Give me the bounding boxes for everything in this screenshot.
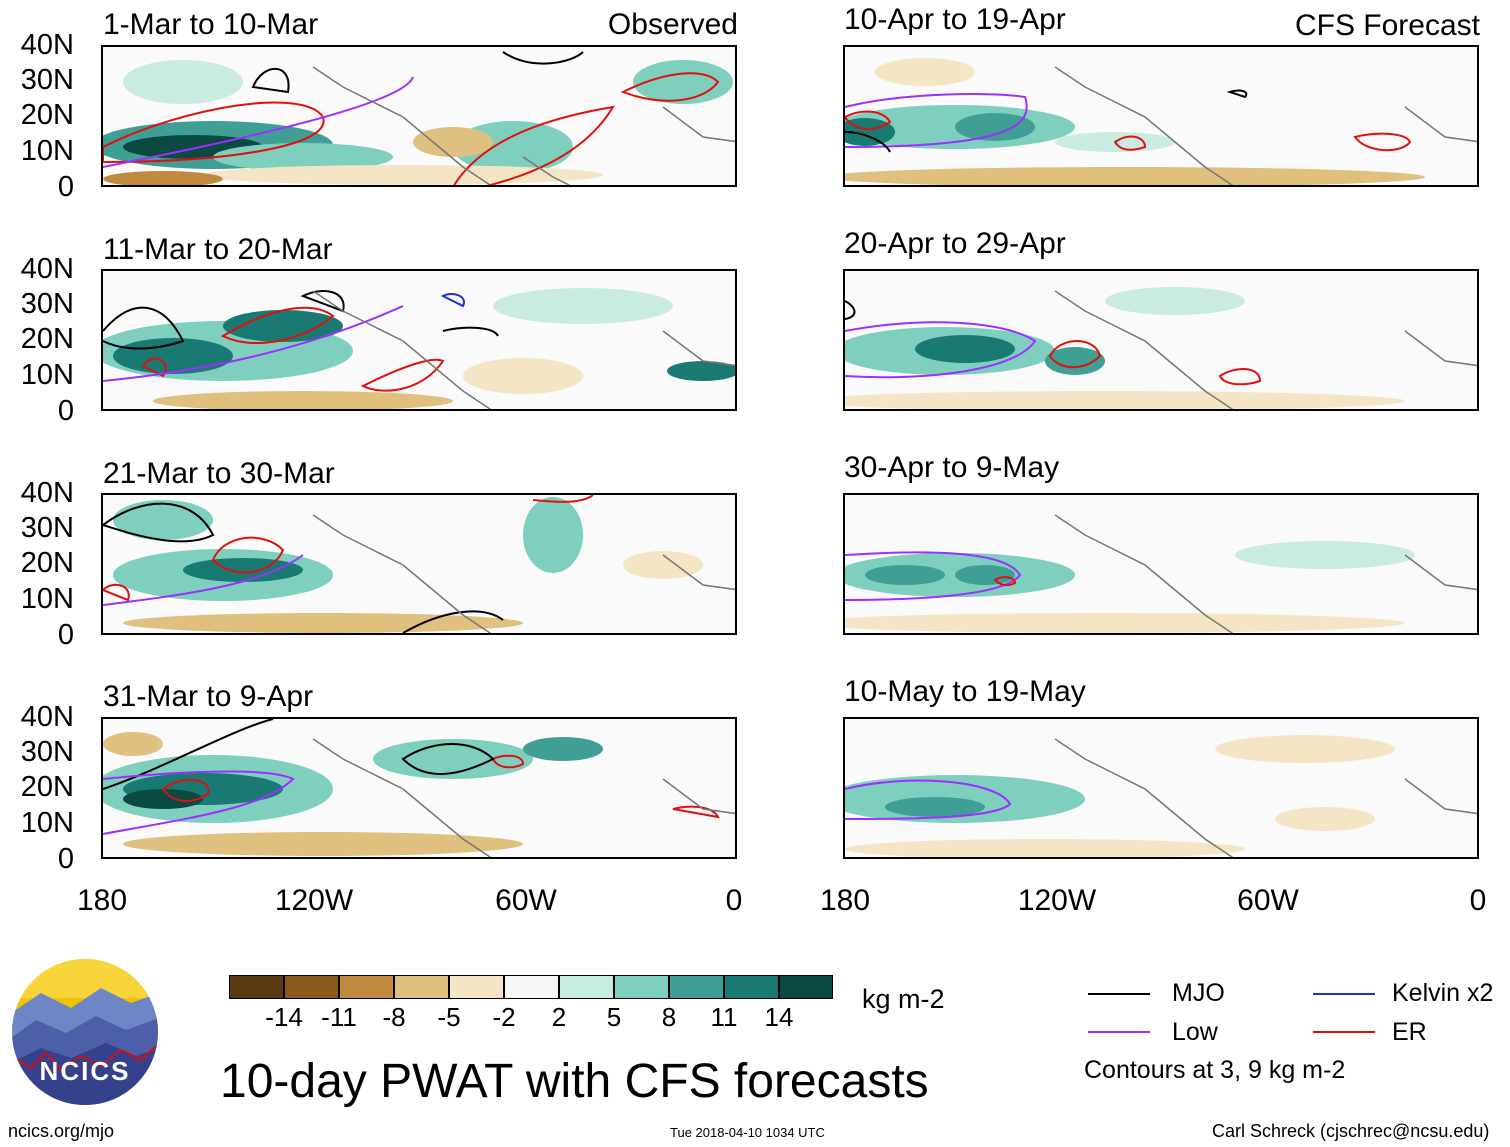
lat-label: 0	[57, 171, 74, 203]
legend-swatch-mjo	[1088, 993, 1150, 995]
lon-label: 180	[819, 884, 871, 917]
footer-center: Tue 2018-04-10 1034 UTC	[670, 1125, 825, 1140]
panel-title: 11-Mar to 20-Mar	[103, 233, 333, 266]
pwat-field	[103, 495, 735, 633]
panel-title: 31-Mar to 9-Apr	[103, 680, 314, 713]
lon-label: 180	[76, 884, 128, 917]
lon-label: 0	[1469, 884, 1487, 917]
map-panel	[843, 717, 1479, 859]
lon-label: 120W	[274, 884, 354, 917]
lat-label: 40N	[20, 29, 74, 61]
colorbar-swatch	[559, 975, 614, 999]
colorbar-swatch	[669, 975, 724, 999]
colorbar-tick: -14	[265, 1002, 303, 1032]
lat-label: 10N	[20, 807, 74, 839]
lat-label: 0	[57, 619, 74, 651]
legend-note: Contours at 3, 9 kg m-2	[1084, 1056, 1346, 1084]
lat-label: 20N	[20, 771, 74, 803]
colorbar-tick: -5	[437, 1002, 461, 1032]
lat-label: 20N	[20, 99, 74, 131]
colorbar-swatch	[339, 975, 394, 999]
colorbar-tick: -2	[492, 1002, 516, 1032]
footer-left: ncics.org/mjo	[8, 1121, 115, 1141]
lat-label: 10N	[20, 135, 74, 167]
lat-label: 40N	[20, 701, 74, 733]
lat-label: 30N	[20, 512, 74, 544]
panel-title: 21-Mar to 30-Mar	[103, 457, 335, 490]
ncics-logo: NCICS	[11, 958, 159, 1106]
lat-label: 30N	[20, 736, 74, 768]
lat-label: 10N	[20, 583, 74, 615]
panel-title: 10-May to 19-May	[844, 675, 1086, 708]
logo-text: NCICS	[40, 1056, 131, 1086]
figure-title: 10-day PWAT with CFS forecasts	[220, 1055, 929, 1108]
lat-label: 10N	[20, 359, 74, 391]
lon-label: 60W	[1237, 884, 1299, 917]
colorbar-tick: 2	[551, 1002, 567, 1032]
lon-label: 60W	[495, 884, 557, 917]
legend-label: MJO	[1172, 979, 1225, 1007]
map-panel	[101, 493, 737, 635]
lat-label: 0	[57, 843, 74, 875]
colorbar-tick: 14	[764, 1002, 794, 1032]
colorbar-swatch	[229, 975, 284, 999]
lat-label: 40N	[20, 477, 74, 509]
map-panel	[843, 493, 1479, 635]
lat-label: 20N	[20, 323, 74, 355]
legend-label: Low	[1172, 1018, 1218, 1046]
lat-label: 20N	[20, 547, 74, 579]
colorbar-swatch	[614, 975, 669, 999]
lon-label: 0	[725, 884, 743, 917]
colorbar-tick: -11	[321, 1002, 357, 1032]
colorbar-swatch	[284, 975, 339, 999]
legend-swatch-low	[1088, 1031, 1150, 1033]
colorbar-tick: 11	[710, 1002, 738, 1032]
colorbar-swatch	[394, 975, 449, 999]
colorbar-swatch	[724, 975, 779, 999]
legend-label: ER	[1392, 1018, 1427, 1046]
footer-right: Carl Schreck (cjschrec@ncsu.edu)	[1212, 1121, 1490, 1141]
ncics-logo-icon: NCICS	[12, 959, 158, 1105]
lat-label: 40N	[20, 253, 74, 285]
colorbar-swatch	[504, 975, 559, 999]
lat-label: 0	[57, 395, 74, 427]
colorbar-tick: -8	[382, 1002, 406, 1032]
pwat-field	[845, 287, 1477, 409]
colorbar-swatch	[779, 975, 833, 999]
lon-label: 120W	[1017, 884, 1097, 917]
panel-title: 10-Apr to 19-Apr	[844, 3, 1066, 36]
pwat-field	[103, 719, 735, 857]
lat-label: 30N	[20, 288, 74, 320]
legend-swatch-kelvin	[1313, 993, 1375, 995]
colorbar-units: kg m-2	[862, 984, 945, 1014]
panel-tag: CFS Forecast	[1294, 9, 1480, 42]
map-panel	[101, 269, 737, 411]
pwat-field	[845, 58, 1477, 185]
legend-swatch-er	[1313, 1031, 1375, 1033]
pwat-field	[103, 288, 735, 409]
panel-title: 1-Mar to 10-Mar	[103, 8, 319, 41]
lat-label: 30N	[20, 64, 74, 96]
colorbar-swatch	[449, 975, 504, 999]
pwat-field	[845, 735, 1477, 857]
colorbar-tick: 8	[661, 1002, 677, 1032]
map-panel	[843, 45, 1479, 187]
map-panel	[843, 269, 1479, 411]
pwat-field	[103, 51, 735, 185]
colorbar-tick: 5	[606, 1002, 622, 1032]
panel-title: 20-Apr to 29-Apr	[844, 227, 1066, 260]
legend-label: Kelvin x2	[1392, 979, 1494, 1007]
map-panel	[101, 45, 737, 187]
panel-title: 30-Apr to 9-May	[844, 451, 1060, 484]
panel-tag: Observed	[607, 8, 738, 41]
pwat-field	[845, 514, 1477, 633]
map-panel	[101, 717, 737, 859]
